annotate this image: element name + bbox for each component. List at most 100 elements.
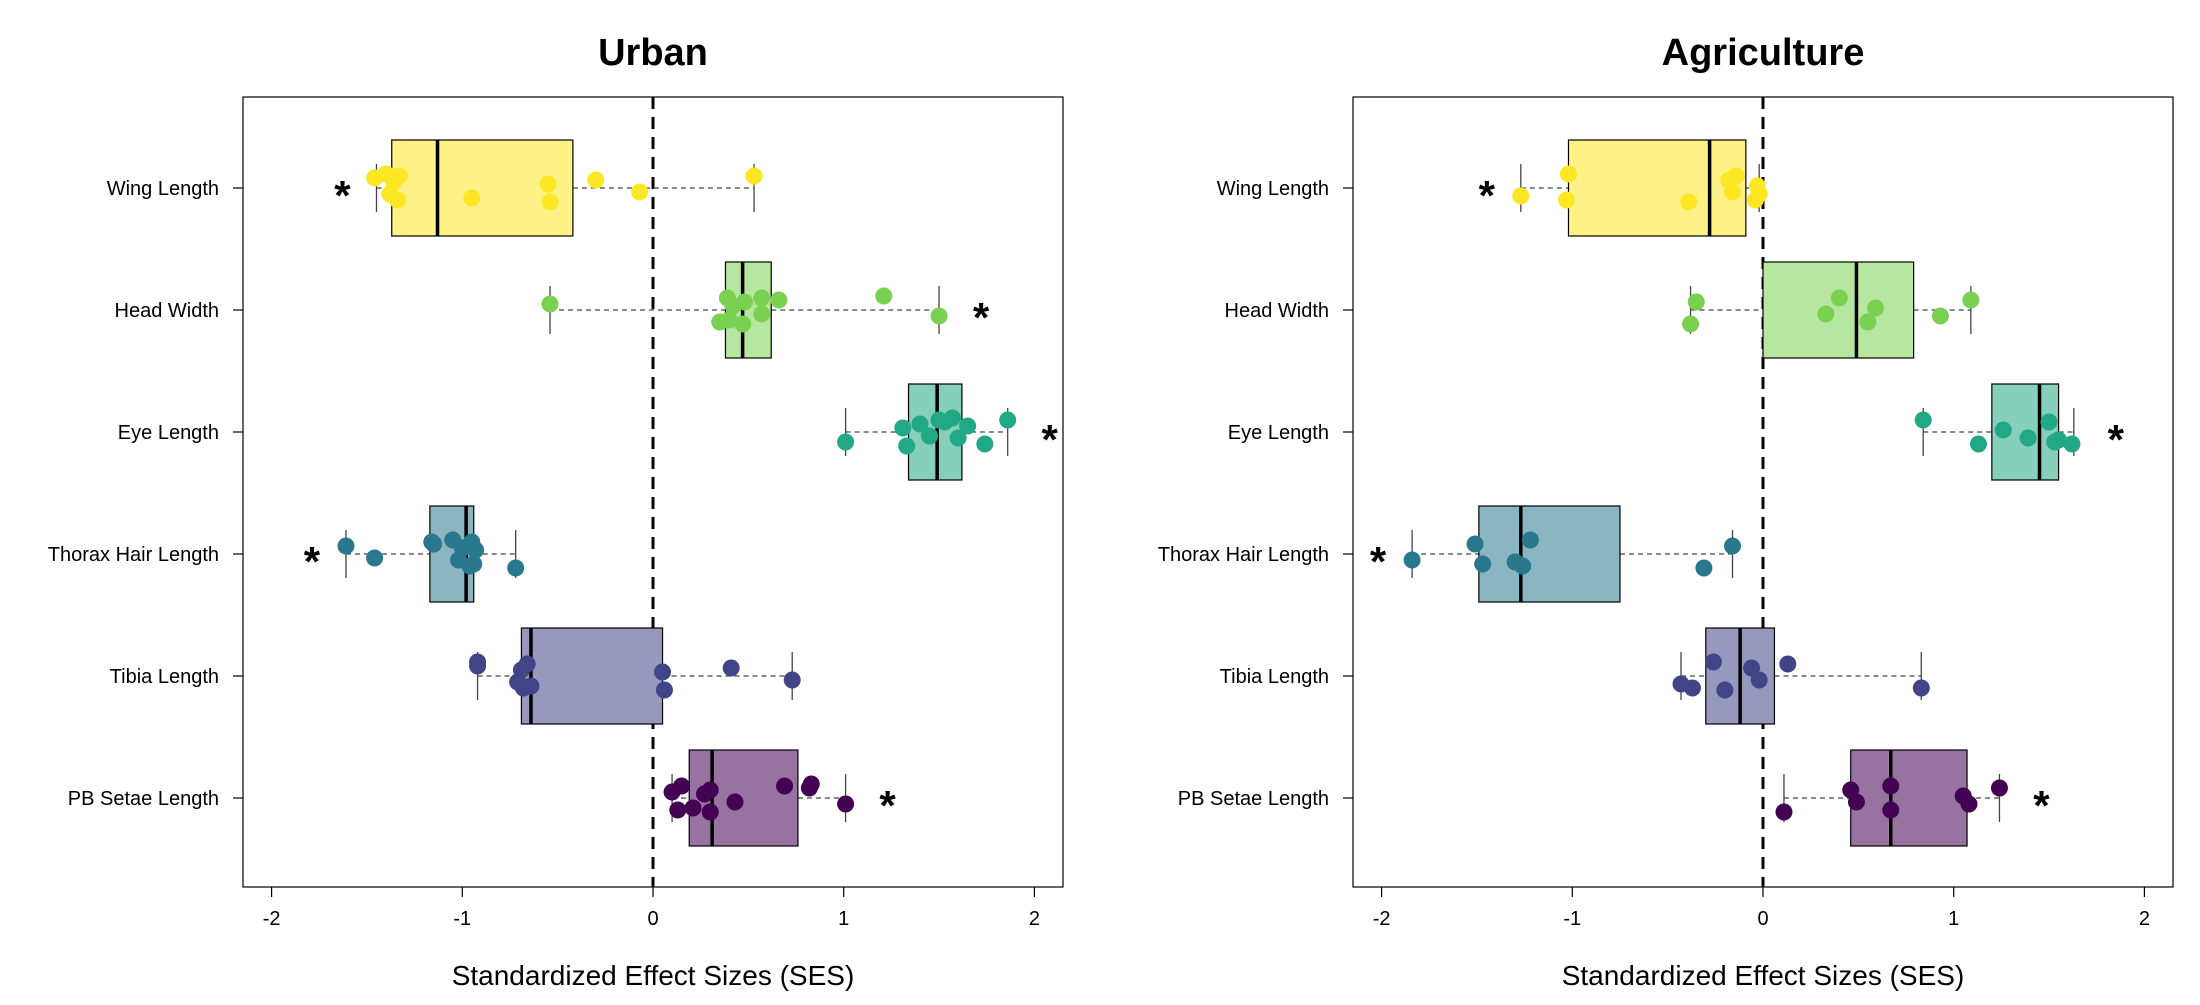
data-point [753,305,771,323]
data-point [911,415,929,433]
x-tick-label: -1 [1563,908,1581,930]
x-tick-label: -1 [453,908,471,930]
category-label: Eye Length [118,422,219,444]
data-point [1847,793,1865,811]
x-tick-label: 2 [2139,908,2150,930]
category-label: Eye Length [1228,422,1329,444]
category-label: Head Width [1225,300,1330,322]
data-point [1466,535,1484,553]
data-point [726,793,744,811]
x-tick-label: -2 [1373,908,1391,930]
data-point [776,777,794,795]
data-point [1403,551,1421,569]
data-point [669,801,687,819]
row-thorax-hair-length: Thorax Hair Length * [48,505,525,603]
row-tibia-length: Tibia Length [110,627,801,725]
data-point [1514,557,1532,575]
data-point [1969,435,1987,453]
data-point [1990,779,2008,797]
data-point [1695,559,1713,577]
data-point [1727,167,1745,185]
data-point [1683,679,1701,697]
panel-title: Urban [598,32,708,74]
data-point [522,677,540,695]
x-tick-label: 2 [1029,908,1040,930]
data-point [541,295,559,313]
significance-star: * [1479,172,1496,219]
data-point [388,191,406,209]
data-point [1559,165,1577,183]
significance-star: * [334,172,351,219]
data-point [1994,421,2012,439]
data-point [999,411,1017,429]
data-point [734,315,752,333]
data-point [1716,681,1734,699]
row-wing-length: Wing Length * [107,139,763,237]
significance-star: * [304,538,321,585]
category-label: Wing Length [107,178,219,200]
significance-star: * [1370,538,1387,585]
data-point [655,681,673,699]
data-point [894,419,912,437]
data-point [467,541,485,559]
data-point [1521,531,1539,549]
row-tibia-length: Tibia Length [1220,627,1930,725]
data-point [1914,411,1932,429]
data-point [1960,795,1978,813]
data-point [1859,313,1877,331]
row-head-width: Head Width [1225,261,1980,359]
panel-agriculture: Agriculture -2 -1 0 1 2 Standardized Effect Si… [1158,32,2174,991]
category-label: Thorax Hair Length [1158,544,1329,566]
data-point [587,171,605,189]
significance-star: * [973,294,990,341]
data-point [959,417,977,435]
row-wing-length: Wing Length * [1217,139,1768,237]
iqr-box [1762,261,1915,359]
x-axis-label: Standardized Effect Sizes (SES) [452,960,855,991]
row-eye-length: Eye Length * [118,383,1059,481]
category-label: PB Setae Length [1178,788,1329,810]
data-point [2019,429,2037,447]
category-label: PB Setae Length [68,788,219,810]
row-pb-setae-length: PB Setae Length * [68,749,896,847]
x-tick-label: 0 [647,908,658,930]
x-axis-label: Standardized Effect Sizes (SES) [1562,960,1965,991]
iqr-box [1850,749,1968,847]
data-point [1830,289,1848,307]
row-eye-length: Eye Length * [1228,383,2125,481]
data-point [541,193,559,211]
significance-star: * [1042,416,1059,463]
x-tick-label: 1 [1948,908,1959,930]
data-point [720,311,738,329]
data-point [1750,671,1768,689]
data-point [1687,293,1705,311]
data-point [2040,413,2058,431]
data-point [1723,537,1741,555]
data-point [1817,305,1835,323]
x-tick-label: 0 [1757,908,1768,930]
iqr-box [1567,139,1747,237]
data-point [390,167,408,185]
data-point [1931,307,1949,325]
data-point [654,663,672,681]
significance-star: * [2108,416,2125,463]
data-point [949,429,967,447]
row-thorax-hair-length: Thorax Hair Length * [1158,505,1741,603]
data-point [898,437,916,455]
data-point [2050,431,2068,449]
data-point [1867,299,1885,317]
data-point [753,289,771,307]
significance-star: * [2033,782,2050,829]
data-point [684,799,702,817]
data-point [425,535,443,553]
data-point [337,537,355,555]
significance-star: * [879,782,896,829]
data-point [701,803,719,821]
data-point [1512,187,1530,205]
data-point [943,409,961,427]
panel-title: Agriculture [1662,32,1865,74]
data-point [518,655,536,673]
data-point [539,175,557,193]
data-point [631,183,649,201]
